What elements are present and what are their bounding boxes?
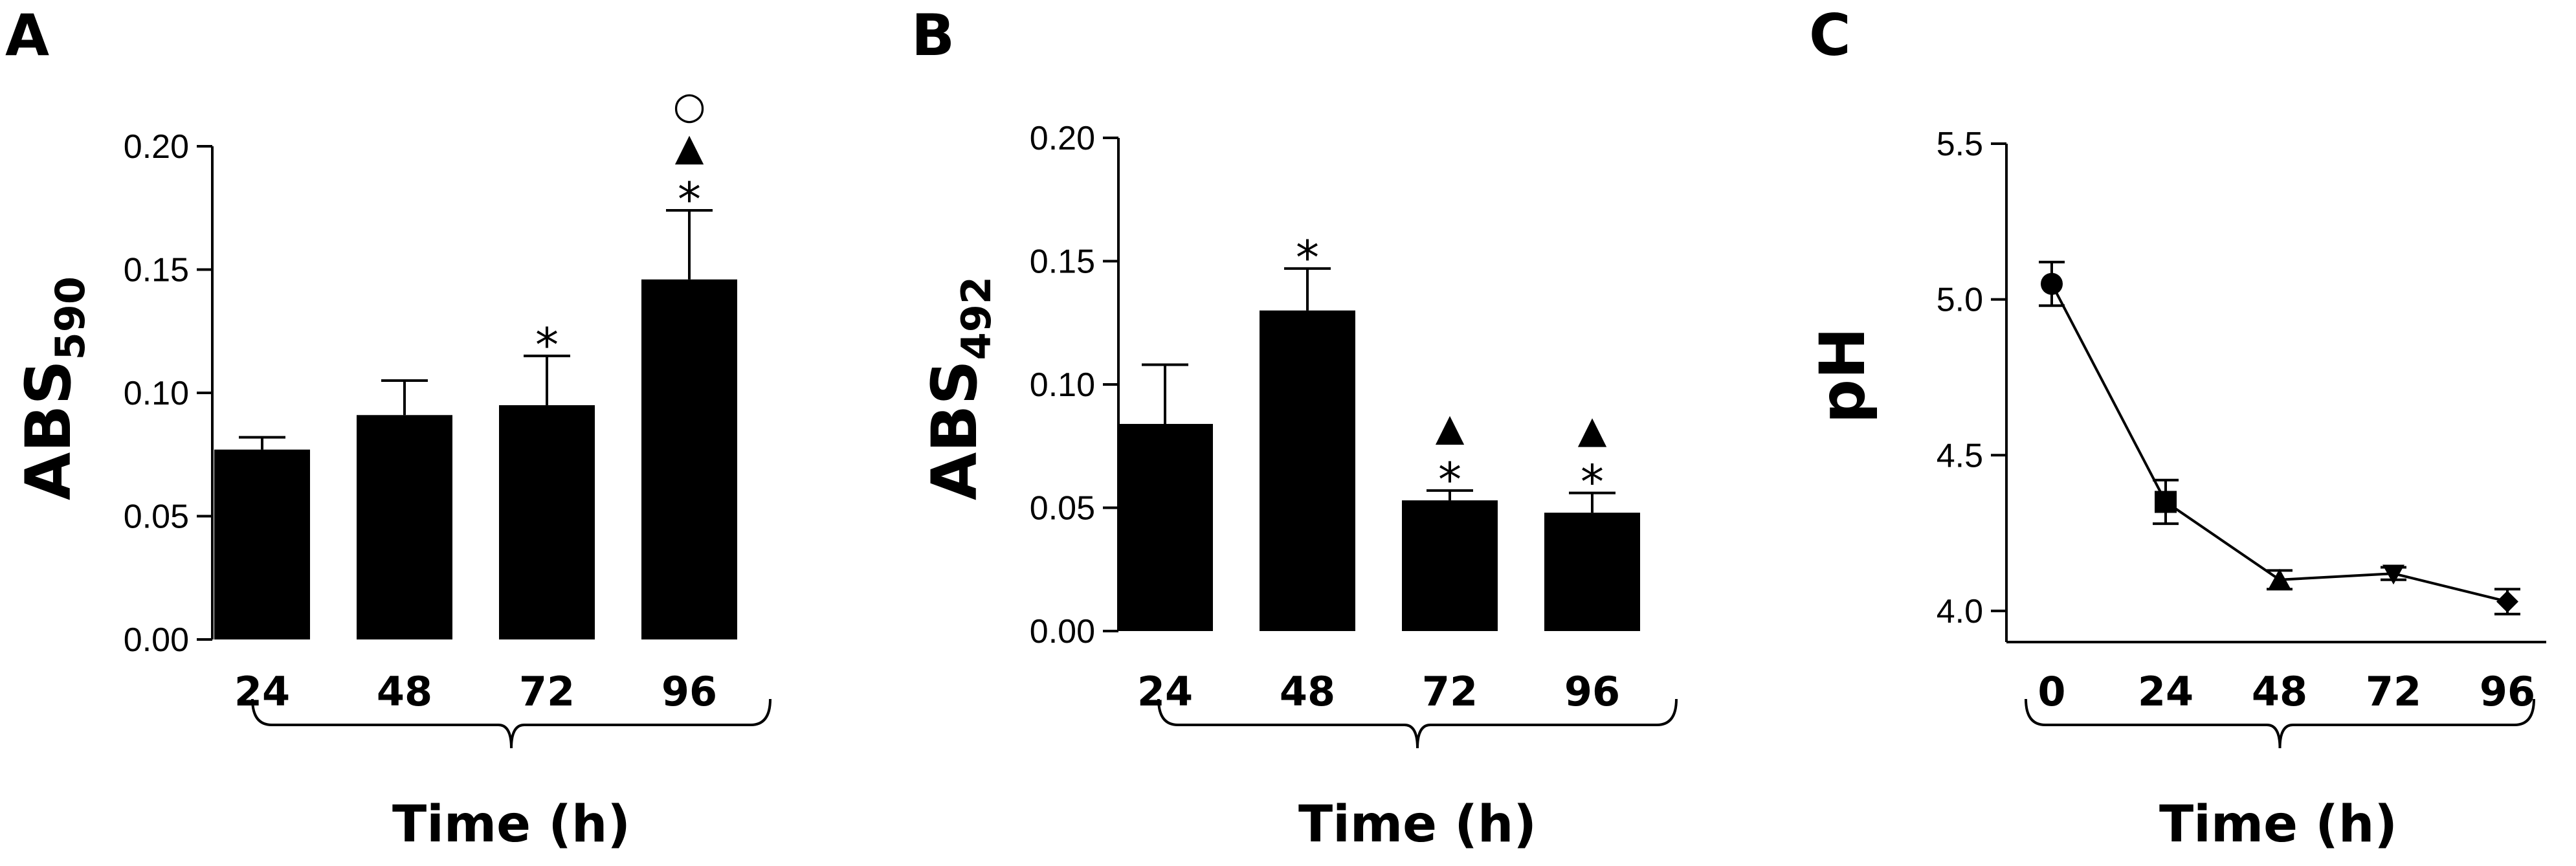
x-category-label: 72 [1422, 668, 1478, 715]
panel-letter-b: B [911, 2, 955, 69]
x-category-label: 0 [2037, 668, 2065, 715]
bar-group: **▲○ [214, 83, 737, 639]
ph-line [2050, 283, 2508, 603]
bar [641, 279, 737, 639]
panel-a: A Time (h) ABS590 0.00 0.05 0.10 0.15 0.20 *… [5, 2, 772, 854]
data-point-marker [2496, 590, 2518, 613]
y-tick-label: 0.15 [1030, 243, 1095, 281]
y-axis-title: ABS590 [12, 276, 94, 500]
x-category-label: 24 [2138, 668, 2193, 715]
bar [1402, 500, 1498, 631]
y-tick-label: 0.15 [124, 252, 189, 289]
y-tick-group: 0.00 0.05 0.10 0.15 0.20 [124, 128, 214, 659]
x-axis-title: Time (h) [1298, 795, 1537, 854]
x-category-label: 96 [2480, 668, 2535, 715]
significance-asterisk: * [1438, 452, 1461, 507]
y-tick-label: 0.10 [1030, 366, 1095, 404]
x-category-label: 24 [1137, 668, 1193, 715]
significance-triangle: ▲ [675, 125, 704, 169]
x-category-label: 96 [661, 668, 717, 715]
data-point-marker [2382, 564, 2404, 585]
bar [1544, 513, 1640, 631]
significance-asterisk: * [535, 318, 559, 372]
bar-group: **▲*▲ [1117, 230, 1640, 631]
data-point-marker [2269, 568, 2291, 589]
y-tick-label: 5.5 [1937, 126, 1983, 163]
data-point-marker [2155, 491, 2177, 513]
panel-b: B Time (h) ABS492 0.00 0.05 0.10 0.15 0.20 *… [911, 2, 1678, 854]
x-category-label: 48 [377, 668, 432, 715]
y-axis-title: ABS492 [918, 276, 1000, 500]
significance-triangle: ▲ [1578, 408, 1607, 452]
y-tick-label: 0.20 [1030, 120, 1095, 157]
y-axis-title: pH [1806, 327, 1879, 423]
y-tick-label: 0.20 [124, 128, 189, 166]
y-tick-label: 4.0 [1937, 593, 1983, 630]
significance-asterisk: * [678, 172, 701, 227]
y-tick-label: 0.00 [124, 621, 189, 659]
bar [357, 415, 452, 639]
significance-asterisk: * [1581, 455, 1604, 509]
x-category-label: 72 [2366, 668, 2421, 715]
y-tick-label: 0.10 [124, 375, 189, 412]
panel-letter-c: C [1809, 2, 1851, 69]
x-axis-title: Time (h) [392, 795, 630, 854]
x-category-label: 48 [1280, 668, 1335, 715]
panel-c: C Time (h) pH 4.0 4.5 5.0 5.5 0 24 48 72 96 [1806, 2, 2546, 854]
y-tick-label: 4.5 [1937, 437, 1983, 474]
x-category-label: 48 [2252, 668, 2307, 715]
time-bracket [251, 698, 772, 749]
y-tick-label: 0.00 [1030, 613, 1095, 650]
x-axis-title: Time (h) [2159, 795, 2397, 854]
bar [1260, 310, 1355, 631]
significance-triangle: ▲ [1436, 405, 1465, 449]
time-bracket [2025, 698, 2535, 749]
x-category-label: 96 [1564, 668, 1620, 715]
bar [1117, 423, 1213, 631]
y-tick-group: 0.00 0.05 0.10 0.15 0.20 [1030, 120, 1120, 650]
x-category-label: 24 [234, 668, 290, 715]
significance-asterisk: * [1296, 230, 1319, 285]
category-label-group: 0 24 48 72 96 [2037, 668, 2535, 715]
x-category-label: 72 [519, 668, 575, 715]
bar [499, 405, 595, 639]
y-tick-label: 0.05 [1030, 490, 1095, 527]
category-label-group: 24 48 72 96 [234, 668, 717, 715]
panel-letter-a: A [5, 2, 49, 69]
time-bracket [1157, 698, 1678, 749]
line-series-group [2039, 260, 2520, 616]
bar [214, 449, 310, 639]
category-label-group: 24 48 72 96 [1137, 668, 1620, 715]
significance-circle: ○ [673, 83, 706, 128]
y-tick-label: 0.05 [124, 498, 189, 536]
y-tick-label: 5.0 [1937, 282, 1983, 319]
y-tick-group: 4.0 4.5 5.0 5.5 [1937, 126, 2546, 643]
data-point-marker [2041, 272, 2063, 295]
